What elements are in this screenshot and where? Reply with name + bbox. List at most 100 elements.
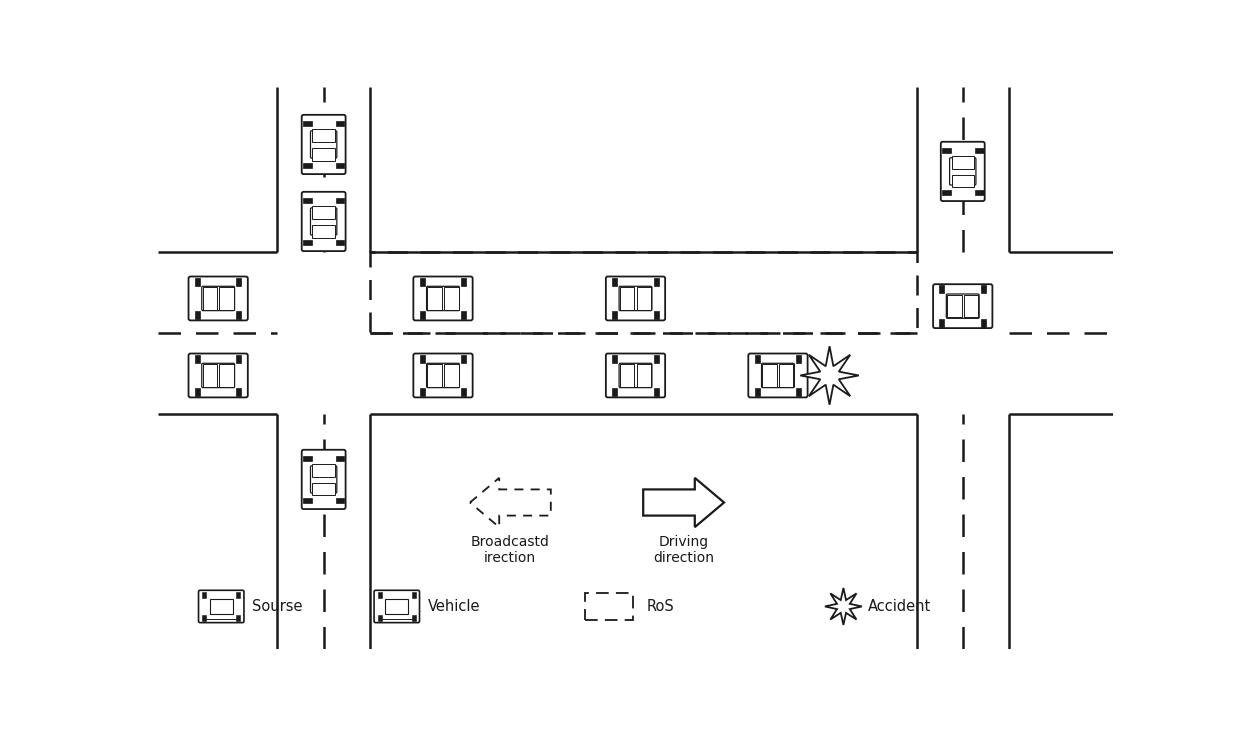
FancyBboxPatch shape — [301, 192, 346, 251]
Bar — [336, 163, 345, 168]
Bar — [378, 592, 382, 599]
Bar — [981, 285, 986, 293]
Bar — [975, 148, 983, 153]
Bar — [303, 121, 311, 126]
Bar — [585, 593, 634, 620]
Bar — [378, 615, 382, 621]
Bar — [963, 295, 978, 317]
Polygon shape — [825, 588, 862, 625]
Bar — [461, 389, 466, 397]
Bar — [981, 319, 986, 327]
Bar — [653, 278, 658, 286]
FancyBboxPatch shape — [748, 354, 807, 397]
Bar — [755, 389, 760, 397]
Bar — [428, 287, 441, 310]
FancyBboxPatch shape — [950, 157, 976, 185]
FancyBboxPatch shape — [761, 363, 795, 388]
Bar — [444, 364, 459, 386]
Bar — [202, 592, 206, 599]
Bar — [763, 364, 776, 386]
Bar — [942, 190, 951, 195]
Text: Sourse: Sourse — [252, 599, 303, 614]
Bar — [412, 615, 415, 621]
Bar — [336, 456, 345, 461]
Bar — [613, 389, 618, 397]
Text: Driving
direction: Driving direction — [653, 535, 714, 565]
FancyBboxPatch shape — [946, 294, 980, 319]
Bar — [940, 285, 945, 293]
Text: RoS: RoS — [647, 599, 675, 614]
Bar — [195, 354, 200, 362]
Bar — [312, 225, 335, 238]
FancyBboxPatch shape — [310, 208, 337, 235]
Bar — [312, 130, 335, 141]
FancyBboxPatch shape — [301, 450, 346, 509]
FancyBboxPatch shape — [188, 276, 248, 321]
Bar — [237, 311, 242, 319]
Bar — [461, 278, 466, 286]
Bar — [779, 364, 794, 386]
Bar — [312, 148, 335, 160]
Bar — [419, 354, 425, 362]
Bar — [942, 148, 951, 153]
Bar — [303, 456, 311, 461]
Bar — [461, 354, 466, 362]
Bar — [237, 278, 242, 286]
Bar — [796, 354, 801, 362]
Bar — [755, 354, 760, 362]
Bar — [613, 311, 618, 319]
Bar — [620, 364, 635, 386]
FancyBboxPatch shape — [941, 141, 985, 201]
Bar — [653, 311, 658, 319]
Bar — [202, 615, 206, 621]
Bar — [195, 389, 200, 397]
FancyBboxPatch shape — [619, 286, 652, 311]
Bar — [951, 157, 973, 168]
Bar — [975, 190, 983, 195]
FancyBboxPatch shape — [198, 590, 244, 623]
FancyBboxPatch shape — [301, 114, 346, 174]
Bar — [620, 287, 635, 310]
Bar — [947, 295, 962, 317]
Bar — [303, 498, 311, 503]
FancyBboxPatch shape — [619, 363, 652, 388]
Bar — [636, 287, 651, 310]
Bar — [461, 311, 466, 319]
Bar — [219, 364, 233, 386]
Bar — [419, 389, 425, 397]
FancyBboxPatch shape — [386, 599, 408, 614]
Bar — [336, 498, 345, 503]
Polygon shape — [800, 346, 859, 405]
Bar — [303, 240, 311, 245]
Bar — [336, 198, 345, 203]
Bar — [236, 615, 241, 621]
Bar — [202, 364, 217, 386]
Bar — [951, 175, 973, 187]
Bar — [412, 592, 415, 599]
Bar — [796, 389, 801, 397]
Text: Broadcastd
irection: Broadcastd irection — [470, 535, 549, 565]
Bar — [236, 592, 241, 599]
FancyBboxPatch shape — [310, 130, 337, 158]
Bar — [444, 287, 459, 310]
FancyBboxPatch shape — [210, 599, 233, 614]
Text: Vehicle: Vehicle — [428, 599, 480, 614]
Bar — [312, 483, 335, 496]
Bar — [940, 319, 945, 327]
Text: Accident: Accident — [868, 599, 931, 614]
FancyBboxPatch shape — [606, 276, 665, 321]
Bar — [370, 252, 916, 333]
Polygon shape — [644, 478, 724, 527]
FancyBboxPatch shape — [202, 363, 234, 388]
Bar — [303, 163, 311, 168]
FancyBboxPatch shape — [188, 354, 248, 397]
FancyBboxPatch shape — [374, 590, 419, 623]
FancyBboxPatch shape — [427, 286, 459, 311]
Bar — [312, 206, 335, 219]
Bar — [653, 354, 658, 362]
FancyBboxPatch shape — [202, 286, 234, 311]
FancyBboxPatch shape — [413, 276, 472, 321]
Bar — [219, 287, 233, 310]
Bar — [195, 278, 200, 286]
Bar — [195, 311, 200, 319]
